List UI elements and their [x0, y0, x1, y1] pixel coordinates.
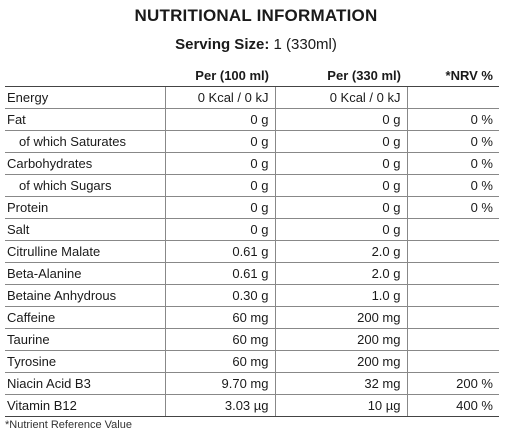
value-per-330ml: 0 g [274, 174, 407, 197]
serving-size-value: 1 (330ml) [273, 36, 337, 53]
value-per-100ml: 0.30 g [164, 284, 275, 307]
nutrient-name: Betaine Anhydrous [5, 284, 165, 307]
header-nutrient [5, 64, 165, 87]
nutrient-name: Citrulline Malate [5, 240, 165, 263]
table-row: Vitamin B12 3.03 µg 10 µg 400 % [5, 394, 499, 417]
value-per-330ml: 1.0 g [274, 284, 407, 307]
value-per-330ml: 0 g [274, 108, 407, 131]
nutrient-name: Energy [5, 86, 165, 109]
value-per-330ml: 0 g [274, 218, 407, 241]
value-nrv: 0 % [406, 130, 499, 153]
nutrient-name: Fat [5, 108, 165, 131]
value-per-330ml: 200 mg [274, 350, 407, 373]
table-row: Energy 0 Kcal / 0 kJ 0 Kcal / 0 kJ [5, 86, 499, 109]
nutrient-name: of which Saturates [5, 130, 165, 153]
value-per-330ml: 200 mg [274, 328, 407, 351]
value-nrv: 0 % [406, 196, 499, 219]
value-nrv: 0 % [406, 108, 499, 131]
value-per-100ml: 3.03 µg [164, 394, 275, 417]
table-row: Niacin Acid B3 9.70 mg 32 mg 200 % [5, 372, 499, 395]
nutrient-name: Salt [5, 218, 165, 241]
table-row: Taurine 60 mg 200 mg [5, 328, 499, 351]
value-per-100ml: 0 g [164, 174, 275, 197]
value-per-100ml: 0.61 g [164, 240, 275, 263]
nutrient-name: Carbohydrates [5, 152, 165, 175]
value-nrv: 0 % [406, 152, 499, 175]
value-nrv [406, 284, 499, 307]
value-per-100ml: 60 mg [164, 328, 275, 351]
nutrient-name: Beta-Alanine [5, 262, 165, 285]
nutrient-name: Vitamin B12 [5, 394, 165, 417]
footnote: *Nutrient Reference Value [5, 419, 132, 431]
page-title: NUTRITIONAL INFORMATION [134, 6, 378, 25]
value-per-100ml: 60 mg [164, 350, 275, 373]
value-nrv [406, 350, 499, 373]
table-header-row: Per (100 ml) Per (330 ml) *NRV % [5, 64, 499, 87]
serving-size-label: Serving Size: [175, 36, 270, 53]
table-row: Tyrosine 60 mg 200 mg [5, 350, 499, 373]
value-per-100ml: 0 g [164, 196, 275, 219]
value-nrv: 200 % [406, 372, 499, 395]
serving-size: Serving Size: 1 (330ml) [0, 36, 512, 53]
value-per-330ml: 10 µg [274, 394, 407, 417]
nutrient-name: of which Sugars [5, 174, 165, 197]
value-nrv [406, 328, 499, 351]
nutrient-name: Taurine [5, 328, 165, 351]
nutrition-table: Per (100 ml) Per (330 ml) *NRV % Energy 0… [5, 64, 499, 417]
value-per-100ml: 60 mg [164, 306, 275, 329]
value-per-330ml: 0 g [274, 196, 407, 219]
value-per-330ml: 0 Kcal / 0 kJ [274, 86, 407, 109]
value-nrv [406, 86, 499, 109]
table-row: Beta-Alanine 0.61 g 2.0 g [5, 262, 499, 285]
value-nrv [406, 218, 499, 241]
header-nrv: *NRV % [407, 64, 499, 87]
value-per-100ml: 0 g [164, 130, 275, 153]
value-per-330ml: 32 mg [274, 372, 407, 395]
value-nrv [406, 306, 499, 329]
header-per-100ml: Per (100 ml) [165, 64, 275, 87]
table-row: Citrulline Malate 0.61 g 2.0 g [5, 240, 499, 263]
value-nrv [406, 262, 499, 285]
nutrient-name: Protein [5, 196, 165, 219]
nutrient-name: Tyrosine [5, 350, 165, 373]
value-per-100ml: 9.70 mg [164, 372, 275, 395]
header-per-330ml: Per (330 ml) [275, 64, 407, 87]
value-per-100ml: 0 Kcal / 0 kJ [164, 86, 275, 109]
value-per-330ml: 2.0 g [274, 262, 407, 285]
value-per-330ml: 0 g [274, 152, 407, 175]
value-nrv [406, 240, 499, 263]
value-per-100ml: 0.61 g [164, 262, 275, 285]
nutrient-name: Niacin Acid B3 [5, 372, 165, 395]
value-nrv: 0 % [406, 174, 499, 197]
value-per-100ml: 0 g [164, 152, 275, 175]
value-per-330ml: 2.0 g [274, 240, 407, 263]
table-row: Betaine Anhydrous 0.30 g 1.0 g [5, 284, 499, 307]
value-per-100ml: 0 g [164, 108, 275, 131]
value-per-100ml: 0 g [164, 218, 275, 241]
value-per-330ml: 0 g [274, 130, 407, 153]
value-nrv: 400 % [406, 394, 499, 417]
table-row: Caffeine 60 mg 200 mg [5, 306, 499, 329]
nutrient-name: Caffeine [5, 306, 165, 329]
value-per-330ml: 200 mg [274, 306, 407, 329]
